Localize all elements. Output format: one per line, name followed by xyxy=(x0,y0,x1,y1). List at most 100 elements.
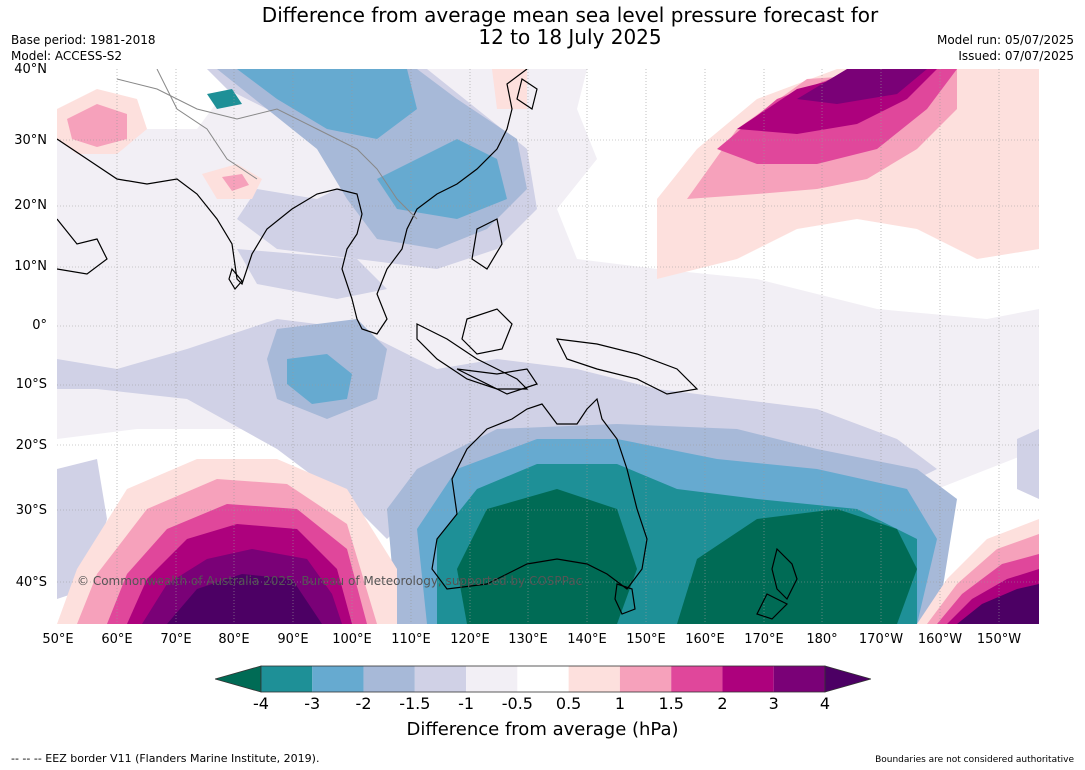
field-plus-3 xyxy=(797,69,927,104)
anomaly-fields xyxy=(57,69,1039,624)
colorbar-tick-label: 1.5 xyxy=(658,694,684,713)
australia-coastline xyxy=(431,397,648,590)
lon-label: 90°E xyxy=(277,632,309,647)
sri-lanka-coastline xyxy=(228,267,243,291)
lon-label: 160°W xyxy=(917,632,963,647)
colorbar-segment xyxy=(568,666,620,692)
field-minus-0.5 xyxy=(1017,429,1039,499)
colorbar-tick-label: -2 xyxy=(355,694,372,713)
colorbar-segment xyxy=(671,666,723,692)
meta-left: Base period: 1981-2018 Model: ACCESS-S2 xyxy=(11,32,156,64)
border-line xyxy=(156,69,258,180)
field-minus-2 xyxy=(237,69,417,139)
copyright-notice: © Commonwealth of Australia 2025, Bureau… xyxy=(77,574,583,588)
lat-label: 10°N xyxy=(14,259,47,274)
colorbar-segment xyxy=(773,666,825,692)
map-title: Difference from average mean sea level p… xyxy=(200,4,940,48)
colorbar-segment xyxy=(517,666,569,692)
colorbar-tick-label: 2 xyxy=(717,694,728,713)
border-line xyxy=(116,78,418,220)
model-name: Model: ACCESS-S2 xyxy=(11,49,123,63)
field-minus-4 xyxy=(457,489,637,624)
lat-label: 40°N xyxy=(14,62,47,77)
lon-label: 50°E xyxy=(42,632,74,647)
lon-label: 170°W xyxy=(858,632,904,647)
colorbar-segment xyxy=(466,666,518,692)
new-zealand-south-coastline xyxy=(756,593,789,620)
lat-label: 0° xyxy=(32,318,47,333)
lon-label: 170°E xyxy=(744,632,784,647)
field-plus-1 xyxy=(222,174,249,191)
java-coastline xyxy=(456,368,538,395)
base-period: Base period: 1981-2018 xyxy=(11,33,156,47)
lon-label: 70°E xyxy=(160,632,192,647)
colorbar-tick-label: -1.5 xyxy=(399,694,431,713)
tasmania-coastline xyxy=(614,583,636,615)
coastlines xyxy=(57,69,798,620)
colorbar-segment xyxy=(414,666,467,692)
sumatra-coastline xyxy=(416,323,529,390)
field-plus-4 xyxy=(167,574,322,624)
lat-label: 20°N xyxy=(14,198,47,213)
colorbar-tick-label: -1 xyxy=(458,694,475,713)
colorbar-segment xyxy=(312,666,364,692)
meta-right: Model run: 05/07/2025 Issued: 07/07/2025 xyxy=(937,32,1074,64)
lon-label: 150°W xyxy=(976,632,1022,647)
graticule xyxy=(57,69,1039,624)
lon-label: 110°E xyxy=(391,632,431,647)
lat-label: 30°S xyxy=(15,503,47,518)
field-minus-2 xyxy=(287,354,352,404)
colorbar-extend-high xyxy=(824,665,871,693)
new-zealand-north-coastline xyxy=(771,547,798,601)
arabia-coastline xyxy=(57,218,108,275)
field-plus-0.5 xyxy=(492,69,527,109)
field-minus-0.5 xyxy=(57,459,107,599)
colorbar-tick-label: 3 xyxy=(768,694,779,713)
boundaries-disclaimer: Boundaries are not considered authoritat… xyxy=(875,755,1074,765)
colorbar-segments xyxy=(215,665,871,693)
philippines-coastline xyxy=(471,218,503,270)
lon-label: 60°E xyxy=(101,632,133,647)
colorbar-segment xyxy=(363,666,415,692)
new-guinea-coastline xyxy=(555,338,699,395)
colorbar xyxy=(215,665,871,693)
colorbar-extend-low xyxy=(215,665,262,693)
field-minus-2 xyxy=(377,139,507,219)
title-line-2: 12 to 18 July 2025 xyxy=(478,25,662,49)
lat-label: 10°S xyxy=(15,377,47,392)
pressure-anomaly-map xyxy=(57,69,1039,624)
eez-legend: -- -- -- EEZ border V11 (Flanders Marine… xyxy=(11,752,320,765)
lon-label: 120°E xyxy=(450,632,490,647)
japan-coastline xyxy=(516,78,538,110)
issued-date: Issued: 07/07/2025 xyxy=(958,49,1074,63)
lon-label: 150°E xyxy=(626,632,666,647)
title-line-1: Difference from average mean sea level p… xyxy=(261,3,879,27)
lon-label: 130°E xyxy=(508,632,548,647)
colorbar-tick-label: 4 xyxy=(819,694,831,713)
field-plus-4 xyxy=(957,584,1039,624)
lon-label: 160°E xyxy=(685,632,725,647)
lon-label: 140°E xyxy=(567,632,607,647)
colorbar-segment xyxy=(722,666,774,692)
colorbar-tick-label: -3 xyxy=(304,694,321,713)
colorbar-segment xyxy=(261,666,313,692)
lon-label: 180° xyxy=(806,632,838,647)
borneo-coastline xyxy=(461,308,513,355)
colorbar-tick-label: 1 xyxy=(614,694,625,713)
colorbar-title: Difference from average (hPa) xyxy=(406,719,679,740)
field-minus-4 xyxy=(677,509,917,624)
lat-label: 40°S xyxy=(15,575,47,590)
country-borders xyxy=(116,69,418,220)
lon-label: 80°E xyxy=(218,632,250,647)
field-plus-1 xyxy=(67,104,127,147)
lon-label: 100°E xyxy=(332,632,372,647)
field-minus-3 xyxy=(207,89,242,109)
lat-label: 30°N xyxy=(14,133,47,148)
colorbar-segment xyxy=(619,666,672,692)
asia-coastline xyxy=(57,69,528,335)
colorbar-tick-label: -4 xyxy=(253,694,269,713)
lat-label: 20°S xyxy=(15,438,47,453)
colorbar-tick-label: -0.5 xyxy=(501,694,533,713)
colorbar-tick-label: 0.5 xyxy=(555,694,582,713)
model-run: Model run: 05/07/2025 xyxy=(936,33,1074,47)
